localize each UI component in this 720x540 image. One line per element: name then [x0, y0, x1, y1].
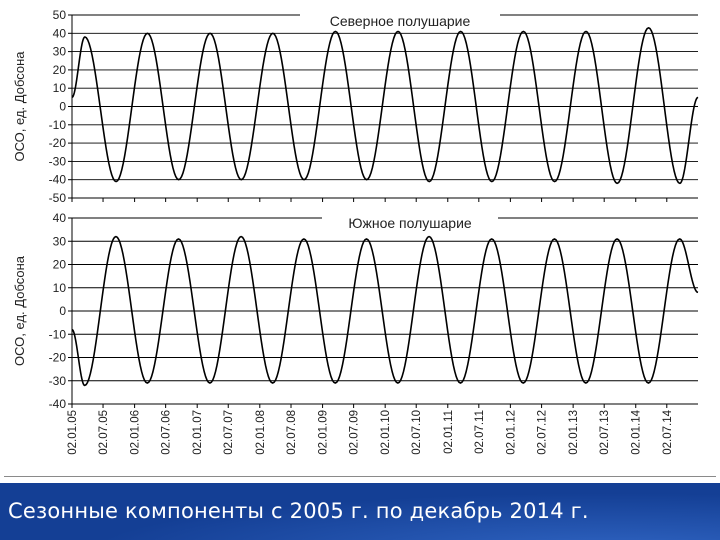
y-tick-label: 30	[53, 234, 67, 248]
x-tick-label: 02.01.10	[380, 410, 392, 455]
slide-caption: Сезонные компоненты с 2005 г. по декабрь…	[8, 499, 589, 523]
y-tick-label: -10	[49, 327, 67, 341]
y-tick-label: -50	[49, 191, 67, 205]
southern-hemisphere-panel: 40 30 20 10 0 -10 -20 -30 -40 ОСО, ед. Добсона Южн…	[12, 211, 699, 411]
panel-title-background	[300, 12, 500, 30]
northern-hemisphere-panel: 50 40 30 20 10 0 -10 -20 -30 -40 -50 ОСО, ед. Добсо…	[12, 8, 699, 205]
x-tick-label: 02.01.06	[130, 410, 142, 455]
y-tick-label: 10	[53, 281, 67, 295]
x-tick-label: 02.07.11	[474, 410, 486, 454]
y-tick-label: -20	[49, 136, 67, 150]
y-tick-label: -30	[49, 154, 67, 168]
x-tick-label: 02.07.06	[161, 410, 173, 455]
caption-bar: Сезонные компоненты с 2005 г. по декабрь…	[0, 483, 720, 540]
x-tick-label: 02.07.09	[349, 410, 361, 455]
x-tick-label: 02.07.05	[98, 410, 110, 455]
y-tick-label: -10	[49, 118, 67, 132]
series-line	[71, 27, 699, 185]
x-tick-label: 02.07.08	[286, 410, 298, 455]
x-tick-label: 02.07.14	[662, 409, 674, 454]
x-tick-label: 02.01.08	[255, 410, 267, 455]
y-tick-label: 0	[59, 100, 66, 114]
x-tick-label: 02.01.07	[192, 410, 204, 455]
y-tick-label: -40	[49, 397, 67, 411]
y-axis-title: ОСО, ед. Добсона	[12, 51, 27, 162]
y-tick-label: 50	[53, 8, 67, 22]
y-tick-label: 20	[53, 63, 67, 77]
y-tick-label: -20	[49, 351, 67, 365]
x-tick-label: 02.01.11	[443, 410, 455, 454]
x-tick-label: 02.01.05	[67, 410, 79, 455]
panel-title: Южное полушарие	[348, 215, 472, 231]
y-tick-label: 40	[53, 211, 67, 225]
series-line	[71, 235, 699, 387]
x-tick-label: 02.07.13	[599, 410, 611, 455]
caption-divider	[4, 476, 716, 477]
y-tick-label: 40	[53, 26, 67, 40]
x-tick-label: 02.07.12	[537, 410, 549, 455]
y-tick-label: 0	[59, 304, 66, 318]
y-tick-label: -40	[49, 173, 67, 187]
x-axis: 02.01.05 02.07.05 02.01.06 02.07.06 02.01.07…	[67, 409, 674, 454]
x-tick-label: 02.01.09	[318, 410, 330, 455]
panel-title: Северное полушарие	[330, 13, 471, 29]
x-tick-label: 02.07.07	[223, 410, 235, 455]
y-axis-title: ОСО, ед. Добсона	[12, 255, 27, 366]
y-tick-label: 30	[53, 45, 67, 59]
x-tick-label: 02.07.10	[411, 410, 423, 455]
x-tick-label: 02.01.12	[505, 410, 517, 455]
x-tick-label: 02.01.14	[631, 409, 643, 454]
y-tick-label: 20	[53, 258, 67, 272]
y-tick-label: 10	[53, 81, 67, 95]
x-tick-label: 02.01.13	[568, 410, 580, 455]
panel-title-background	[322, 214, 498, 232]
y-tick-label: -30	[49, 374, 67, 388]
